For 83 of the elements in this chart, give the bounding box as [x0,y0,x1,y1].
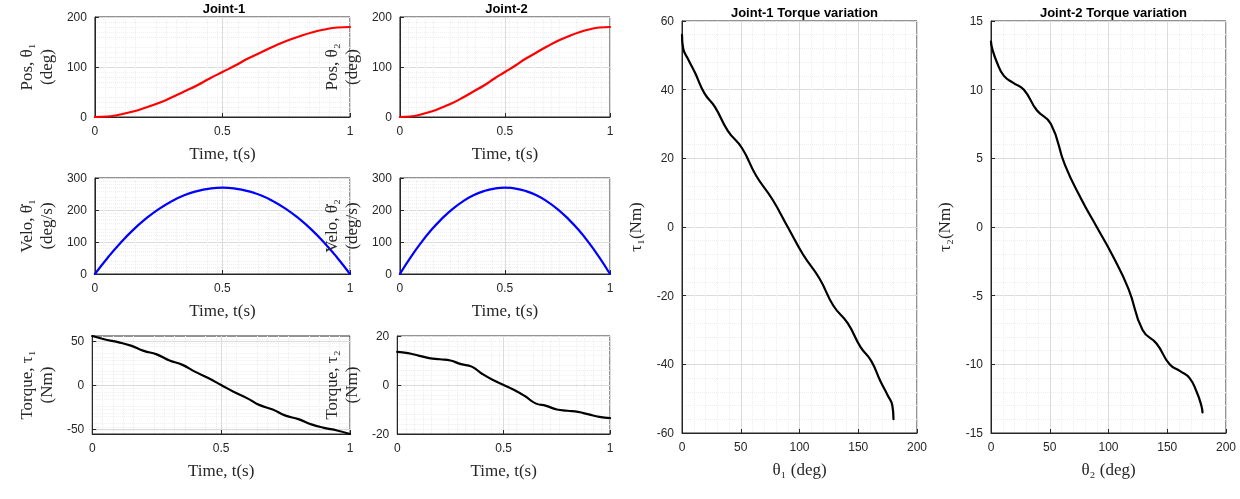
x-tick-label: 50 [1043,440,1057,454]
x-axis-title: θ₂ (deg) [1081,459,1136,479]
y-tick-label: 20 [375,329,390,343]
y-tick-label: 10 [969,82,984,97]
y-axis-title: τ₂(Nm) [935,202,955,252]
chart-title: Joint-1 [202,1,246,16]
x-tick-label: 0 [91,124,99,138]
y-tick-label: 100 [371,60,393,74]
y-tick-label: 200 [371,203,393,217]
y-axis-title: Torque, τ₁ (Nm) [16,350,56,420]
x-tick-label: 0.5 [495,441,513,455]
y-tick-label: 0 [77,378,85,392]
x-tick-label: 1 [606,441,614,455]
x-tick-label: 1 [346,281,354,295]
y-tick-label: 50 [70,334,85,349]
y-tick-label: 20 [660,151,675,166]
x-axis-title: Time, t(s) [471,300,539,320]
x-tick-label: 0.5 [496,281,514,295]
y-tick-label: 40 [660,82,675,97]
line-series [396,350,612,420]
x-tick-label: 0.5 [496,124,514,138]
y-tick-label: -60 [656,426,675,440]
y-tick-label: 0 [385,110,393,124]
y-axis-title: Velo, θ̇₂ (deg/s) [321,199,361,253]
x-tick-label: 1 [606,281,614,295]
x-tick-label: 1 [346,124,354,138]
x-tick-label: 100 [1098,440,1119,454]
y-tick-label: 0 [385,267,393,281]
x-axis-title: Time, t(s) [470,460,537,480]
x-tick-label: 0 [396,281,404,295]
y-axis-title: Velo, θ̇₁ (deg/s) [16,199,56,253]
y-tick-label: 0 [667,220,675,234]
x-tick-label: 1 [606,124,614,138]
y-tick-label: -20 [656,288,675,303]
x-axis-title: Time, t(s) [189,143,256,163]
y-tick-label: 5 [976,151,984,166]
y-tick-label: -15 [965,426,984,440]
y-tick-label: 100 [66,235,88,249]
x-tick-label: 0.5 [214,281,232,295]
x-axis-title: Time, t(s) [187,460,255,480]
y-tick-label: 300 [371,171,393,185]
x-tick-label: 50 [734,440,748,454]
x-tick-label: 200 [1215,440,1237,454]
x-tick-label: 150 [848,440,869,454]
y-tick-label: -10 [965,357,984,372]
y-tick-label: 100 [66,60,88,74]
y-tick-label: 15 [969,14,984,28]
x-tick-label: 100 [789,440,810,454]
y-tick-label: 200 [66,10,88,24]
chart-title: Joint-2 Torque variation [1039,5,1188,20]
x-tick-label: 150 [1157,440,1178,454]
y-tick-label: -20 [371,427,390,441]
x-tick-label: 0.5 [214,124,232,138]
y-tick-label: 100 [371,235,393,249]
line-series [680,33,895,421]
x-tick-label: 200 [906,440,928,454]
y-tick-label: 0 [382,378,390,392]
y-axis-title: Pos, θ₂ (deg) [321,43,361,91]
y-tick-label: 0 [80,110,88,124]
y-tick-label: 0 [976,220,984,234]
y-tick-label: 0 [80,267,88,281]
x-axis-title: θ₁ (deg) [772,459,827,479]
y-tick-label: -50 [66,421,85,436]
y-axis-title: Pos, θ₁ (deg) [16,43,56,91]
chart-title: Joint-2 [485,1,528,16]
chart-title: Joint-1 Torque variation [730,5,879,20]
x-tick-label: 0 [396,124,404,138]
y-axis-title: Torque, τ₂ (Nm) [321,350,361,420]
line-series [989,40,1204,414]
y-tick-label: 60 [660,14,675,28]
x-axis-title: Time, t(s) [189,300,256,320]
x-tick-label: 0 [678,440,686,454]
x-axis-title: Time, t(s) [471,143,539,163]
x-tick-label: 0 [987,440,995,454]
y-tick-label: 200 [66,203,88,217]
y-tick-label: -40 [656,357,675,372]
x-tick-label: 0.5 [212,441,230,455]
x-tick-label: 1 [346,441,354,455]
y-tick-label: -5 [972,288,984,303]
y-axis-title: τ₁(Nm) [626,202,646,252]
y-tick-label: 200 [371,10,393,24]
y-tick-label: 300 [66,171,88,185]
x-tick-label: 0 [91,281,99,295]
